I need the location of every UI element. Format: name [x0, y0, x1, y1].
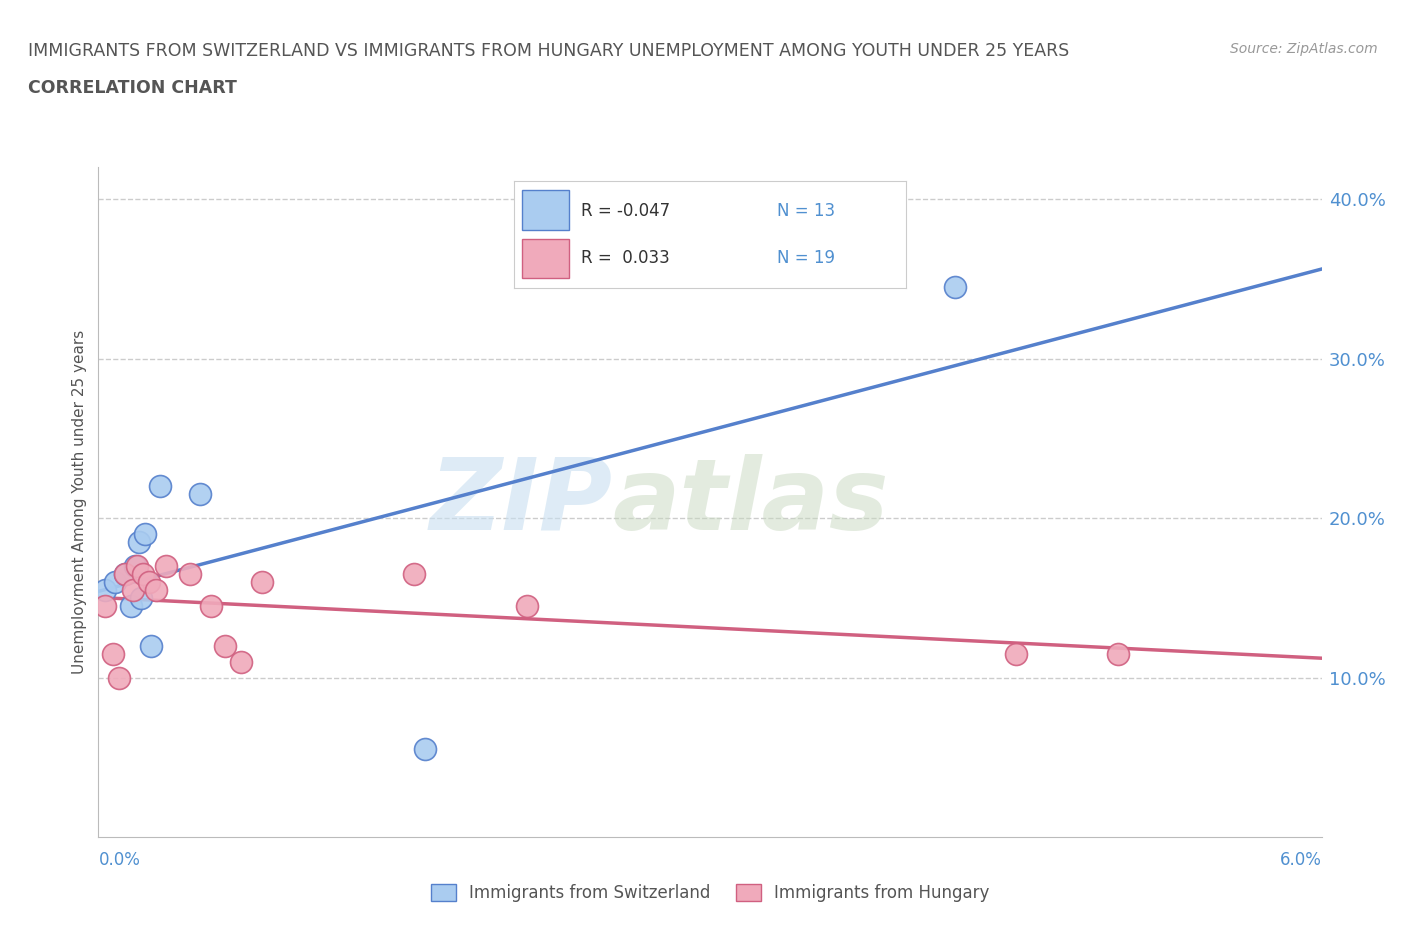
Text: IMMIGRANTS FROM SWITZERLAND VS IMMIGRANTS FROM HUNGARY UNEMPLOYMENT AMONG YOUTH : IMMIGRANTS FROM SWITZERLAND VS IMMIGRANT…: [28, 42, 1070, 60]
Point: [127, 559, 149, 574]
Text: 0.0%: 0.0%: [98, 851, 141, 869]
Text: 6.0%: 6.0%: [1279, 851, 1322, 869]
Point: [149, 479, 172, 494]
Text: ZIP: ZIP: [429, 454, 612, 551]
Point: [129, 591, 152, 605]
Point: [138, 575, 160, 590]
Point: [128, 535, 150, 550]
Point: [214, 638, 236, 653]
Point: [179, 566, 201, 581]
Point: [108, 671, 131, 685]
Text: atlas: atlas: [612, 454, 889, 551]
Point: [155, 559, 177, 574]
Point: [124, 559, 146, 574]
Point: [122, 582, 145, 597]
Legend: Immigrants from Switzerland, Immigrants from Hungary: Immigrants from Switzerland, Immigrants …: [425, 878, 995, 909]
Point: [93, 582, 115, 597]
Point: [1107, 646, 1129, 661]
Point: [515, 598, 537, 613]
Point: [250, 575, 273, 590]
Point: [943, 280, 966, 295]
Point: [404, 566, 426, 581]
Point: [1004, 646, 1026, 661]
Point: [104, 575, 127, 590]
Point: [120, 598, 142, 613]
Point: [93, 598, 115, 613]
Point: [229, 654, 253, 669]
Point: [141, 638, 163, 653]
Text: CORRELATION CHART: CORRELATION CHART: [28, 79, 238, 97]
Point: [145, 582, 167, 597]
Point: [132, 566, 155, 581]
Point: [101, 646, 124, 661]
Y-axis label: Unemployment Among Youth under 25 years: Unemployment Among Youth under 25 years: [72, 330, 87, 674]
Point: [188, 486, 212, 501]
Point: [200, 598, 222, 613]
Point: [114, 566, 136, 581]
Point: [134, 526, 156, 541]
Point: [114, 566, 136, 581]
Point: [413, 742, 436, 757]
Text: Source: ZipAtlas.com: Source: ZipAtlas.com: [1230, 42, 1378, 56]
